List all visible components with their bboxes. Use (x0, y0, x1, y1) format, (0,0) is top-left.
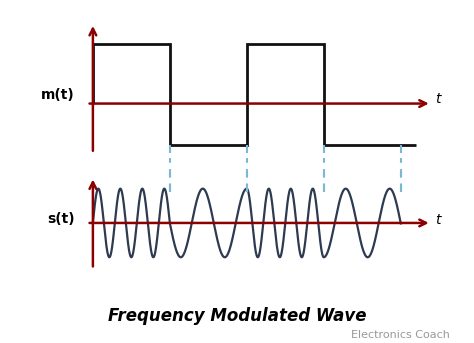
Text: t: t (435, 213, 440, 226)
Text: Electronics Coach: Electronics Coach (351, 330, 450, 340)
Text: m(t): m(t) (41, 87, 74, 102)
Text: s(t): s(t) (47, 212, 74, 226)
Text: Frequency Modulated Wave: Frequency Modulated Wave (108, 307, 366, 324)
Text: t: t (435, 92, 440, 106)
